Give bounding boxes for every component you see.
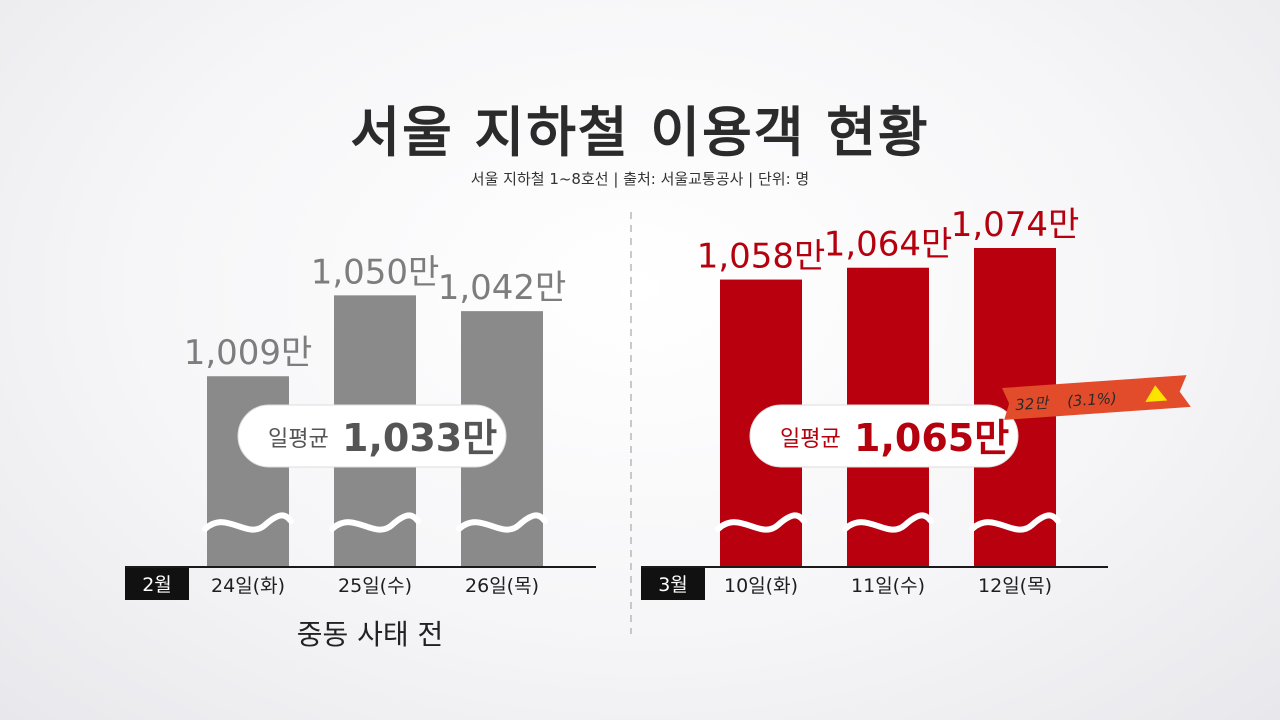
period-label: 중동 사태 전 [297,618,444,651]
axis-break-wave [842,512,934,533]
change-percent: (3.1%) [1066,389,1117,410]
average-label: 일평균 [780,427,841,452]
average-label: 일평균 [268,427,329,452]
average-value: 1,033만 [342,416,497,460]
x-tick-label: 11일(수) [851,575,925,597]
bar-value-label: 1,042만 [438,268,567,308]
chart-panel-1: 1,009만 24일(화) 1,050만 25일(수) 1,042만 26일(목) 2월 일평… [125,252,596,651]
month-box [641,568,705,600]
chart-panel-2: 1,058만 10일(화) 1,064만 11일(수) 1,074만 12일(목) 3월 일평… [641,205,1191,600]
average-pill [237,404,507,468]
x-tick-label: 10일(화) [724,575,798,597]
chart-subtitle: 서울 지하철 1~8호선 | 출처: 서울교통공사 | 단위: 명 [470,170,810,188]
bar-value-label: 1,058만 [697,237,826,277]
average-pill [749,404,1019,468]
up-arrow-icon [1145,385,1168,403]
bar-value-label: 1,064만 [824,225,953,265]
month-box [125,568,189,600]
axis-break-wave [202,512,294,533]
x-tick-label: 26일(목) [465,575,539,597]
x-tick-label: 25일(수) [338,575,412,597]
bar-value-label: 1,074만 [951,205,1080,245]
average-value: 1,065만 [854,416,1009,460]
x-tick-label: 24일(화) [211,575,285,597]
axis-break-wave [715,512,807,533]
bar-value-label: 1,050만 [311,252,440,292]
chart-title: 서울 지하철 이용객 현황 [350,101,930,164]
change-badge: 32만 (3.1%) [1002,375,1191,420]
change-value: 32만 [1015,394,1051,414]
axis-break-wave [969,512,1061,533]
axis-break-wave [456,512,548,533]
change-badge-tape [1002,375,1191,420]
month-label: 2월 [142,574,172,596]
month-label: 3월 [658,574,688,596]
axis-break-wave [329,512,421,533]
x-tick-label: 12일(목) [978,575,1052,597]
bar-value-label: 1,009만 [184,333,313,373]
